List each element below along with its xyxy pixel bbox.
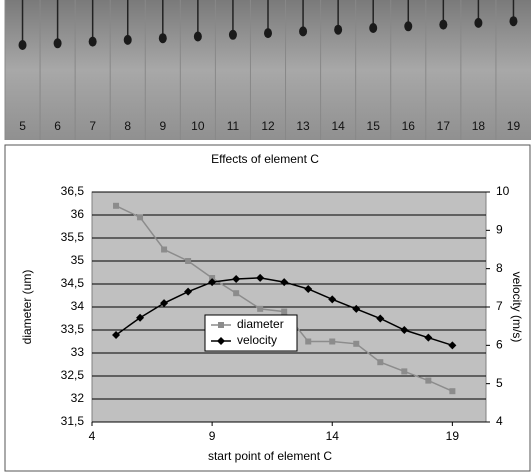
droplet: [158, 33, 167, 44]
droplet: [334, 24, 343, 35]
point: [280, 278, 289, 287]
point: [161, 246, 168, 253]
point: [112, 330, 121, 339]
point: [353, 340, 360, 347]
y-tick-label: 33: [71, 345, 85, 359]
point: [137, 214, 144, 221]
point: [184, 287, 193, 296]
droplet: [509, 16, 518, 27]
point: [305, 338, 312, 345]
droplet: [193, 31, 202, 42]
droplet-label: 6: [54, 119, 61, 133]
droplet-label: 19: [507, 119, 521, 133]
y2-tick-label: 5: [496, 376, 503, 390]
droplet: [228, 29, 237, 40]
legend-box: [204, 314, 298, 352]
y-tick-label: 31,5: [61, 414, 85, 428]
droplet: [53, 38, 62, 49]
x-tick-label: 4: [89, 429, 96, 443]
y2-tick-label: 7: [496, 299, 503, 313]
legend-label: diameter: [237, 317, 284, 331]
y2-tick-label: 10: [496, 184, 510, 198]
droplet-label: 15: [367, 119, 381, 133]
y-tick-label: 32,5: [61, 368, 85, 382]
droplet-photo: 5 6 7 8 9 10 11 12 13 14 15 16 17 18 19: [4, 0, 531, 140]
point: [185, 258, 192, 264]
point: [449, 388, 456, 395]
droplet: [474, 17, 483, 28]
point: [232, 275, 241, 284]
point: [401, 368, 408, 375]
droplet: [404, 21, 413, 32]
point: [376, 314, 385, 323]
droplet-label: 17: [437, 119, 451, 133]
point: [208, 278, 217, 287]
droplet-label: 14: [331, 119, 345, 133]
droplet-label: 18: [472, 119, 486, 133]
y2-tick-label: 6: [496, 338, 503, 352]
point: [425, 377, 432, 384]
point: [352, 304, 361, 313]
y-tick-label: 34: [71, 299, 85, 313]
point: [257, 305, 264, 312]
droplet: [264, 28, 272, 39]
y2-tick-label: 9: [496, 223, 503, 237]
droplet: [18, 40, 27, 50]
point: [304, 284, 313, 293]
droplet-label: 7: [89, 119, 96, 133]
y-tick-label: 35,5: [61, 230, 85, 244]
x-tick-label: 9: [209, 429, 216, 443]
droplet-label: 12: [261, 119, 275, 133]
point: [136, 313, 145, 322]
y-axis-label: diameter (um): [20, 270, 34, 345]
point: [424, 333, 433, 342]
point: [209, 275, 216, 282]
point: [256, 273, 265, 282]
y-tick-label: 32: [71, 391, 85, 405]
droplet-label: 16: [402, 119, 416, 133]
droplet-label: 8: [124, 119, 131, 133]
point: [400, 326, 409, 334]
point: [160, 299, 169, 308]
y-tick-label: 35: [71, 253, 85, 267]
y2-tick-label: 4: [496, 414, 503, 428]
droplet-label: 13: [296, 119, 310, 133]
x-tick-label: 14: [326, 429, 340, 443]
point: [113, 202, 120, 209]
x-tick-label: 19: [446, 429, 460, 443]
point: [448, 341, 457, 350]
point: [328, 295, 337, 304]
droplet-label: 5: [19, 119, 26, 133]
point: [377, 359, 384, 366]
legend-label: velocity: [237, 333, 277, 347]
droplet-label: 10: [191, 119, 205, 133]
chart-title: Effects of element C: [211, 152, 319, 166]
droplet: [123, 34, 132, 45]
legend-marker: [218, 322, 224, 328]
droplet: [369, 23, 378, 33]
point: [281, 308, 288, 315]
x-axis-label: start point of element C: [208, 449, 332, 463]
droplet: [299, 26, 308, 37]
y2-tick-label: 8: [496, 261, 503, 275]
point: [329, 338, 336, 345]
y-tick-label: 36: [71, 207, 85, 221]
y-tick-label: 34,5: [61, 276, 85, 290]
y2-axis-label: velocity (m/s): [510, 272, 524, 343]
droplet-label: 11: [227, 119, 240, 133]
droplet-label: 9: [159, 119, 166, 133]
droplet: [439, 19, 448, 30]
point: [233, 290, 240, 297]
droplet: [88, 36, 97, 47]
y-tick-label: 36,5: [61, 184, 85, 198]
legend-marker: [217, 337, 225, 345]
y-tick-label: 33,5: [61, 322, 85, 336]
